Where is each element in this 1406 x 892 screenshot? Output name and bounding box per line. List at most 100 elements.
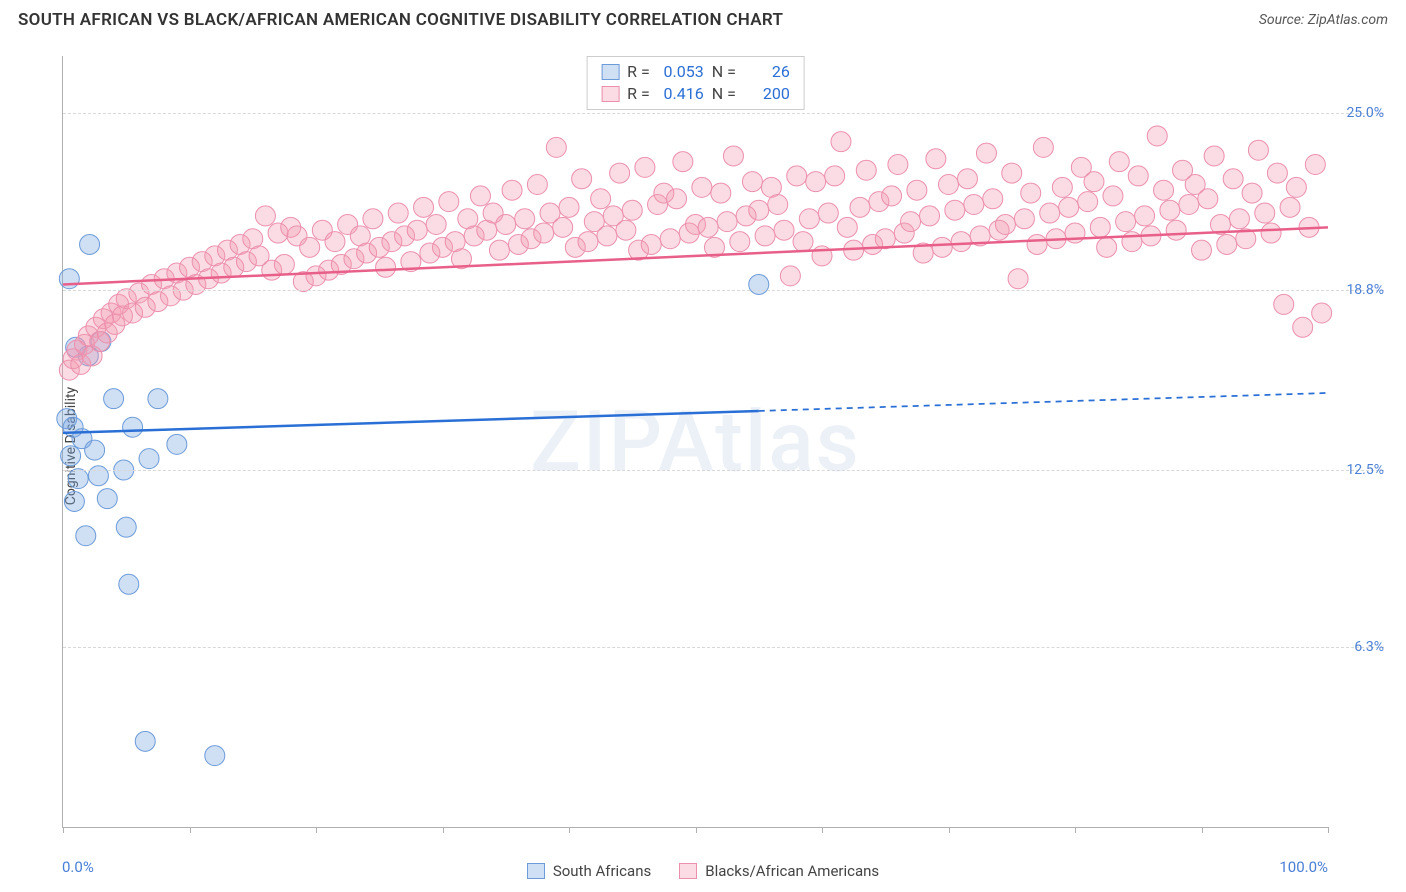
- scatter-point: [901, 212, 921, 232]
- x-tick: [190, 827, 191, 833]
- legend-swatch: [601, 86, 619, 102]
- y-tick-label: 6.3%: [1332, 639, 1384, 655]
- scatter-point: [104, 389, 124, 409]
- scatter-point: [68, 469, 88, 489]
- n-label: N =: [712, 83, 736, 105]
- scatter-point: [1242, 183, 1262, 203]
- scatter-point: [85, 440, 105, 460]
- scatter-point: [939, 175, 959, 195]
- legend-item: South Africans: [527, 862, 651, 880]
- scatter-point: [793, 232, 813, 252]
- scatter-point: [1179, 194, 1199, 214]
- scatter-point: [572, 169, 592, 189]
- scatter-point: [667, 189, 687, 209]
- scatter-point: [1223, 169, 1243, 189]
- scatter-point: [1116, 212, 1136, 232]
- scatter-point: [837, 217, 857, 237]
- chart-header: SOUTH AFRICAN VS BLACK/AFRICAN AMERICAN …: [0, 0, 1406, 36]
- scatter-point: [135, 731, 155, 751]
- scatter-point: [502, 180, 522, 200]
- y-tick-label: 12.5%: [1332, 462, 1384, 478]
- scatter-point: [76, 526, 96, 546]
- scatter-point: [856, 160, 876, 180]
- gridline: [63, 647, 1384, 648]
- scatter-point: [995, 214, 1015, 234]
- scatter-point: [1312, 303, 1332, 323]
- legend-item: Blacks/African Americans: [679, 862, 879, 880]
- scatter-point: [1192, 240, 1212, 260]
- scatter-point: [1229, 209, 1249, 229]
- r-value: 0.053: [658, 61, 704, 83]
- scatter-point: [1255, 203, 1275, 223]
- scatter-svg: [63, 56, 1328, 827]
- x-tick: [1075, 827, 1076, 833]
- x-tick: [316, 827, 317, 833]
- r-label: R =: [627, 83, 650, 105]
- scatter-point: [64, 491, 84, 511]
- legend-swatch: [679, 863, 697, 879]
- scatter-point: [1103, 186, 1123, 206]
- scatter-point: [1027, 234, 1047, 254]
- scatter-point: [1135, 206, 1155, 226]
- scatter-point: [97, 489, 117, 509]
- scatter-point: [1160, 200, 1180, 220]
- scatter-point: [1122, 232, 1142, 252]
- scatter-point: [976, 143, 996, 163]
- gridline: [63, 113, 1384, 114]
- scatter-point: [439, 192, 459, 212]
- scatter-point: [300, 237, 320, 257]
- scatter-point: [1008, 269, 1028, 289]
- gridline: [63, 290, 1384, 291]
- scatter-point: [139, 449, 159, 469]
- scatter-point: [926, 149, 946, 169]
- scatter-point: [932, 237, 952, 257]
- scatter-point: [148, 389, 168, 409]
- scatter-point: [59, 269, 79, 289]
- scatter-point: [730, 232, 750, 252]
- scatter-point: [1217, 234, 1237, 254]
- scatter-point: [799, 209, 819, 229]
- scatter-point: [1286, 177, 1306, 197]
- stats-row: R =0.053N =26: [601, 61, 790, 83]
- scatter-point: [363, 209, 383, 229]
- scatter-point: [88, 466, 108, 486]
- scatter-point: [578, 232, 598, 252]
- scatter-point: [123, 417, 143, 437]
- trend-line: [63, 411, 759, 433]
- scatter-point: [1040, 203, 1060, 223]
- legend-swatch: [527, 863, 545, 879]
- x-tick: [949, 827, 950, 833]
- scatter-point: [1109, 152, 1129, 172]
- scatter-point: [527, 175, 547, 195]
- r-value: 0.416: [658, 83, 704, 105]
- y-tick-label: 25.0%: [1332, 105, 1384, 121]
- y-tick-label: 18.8%: [1332, 282, 1384, 298]
- scatter-point: [983, 189, 1003, 209]
- scatter-point: [61, 446, 81, 466]
- scatter-point: [489, 240, 509, 260]
- x-tick: [1202, 827, 1203, 833]
- scatter-point: [1261, 223, 1281, 243]
- scatter-point: [1204, 146, 1224, 166]
- scatter-point: [414, 197, 434, 217]
- scatter-point: [951, 232, 971, 252]
- scatter-point: [920, 206, 940, 226]
- scatter-point: [1305, 155, 1325, 175]
- scatter-point: [1248, 140, 1268, 160]
- scatter-point: [1147, 126, 1167, 146]
- gridline: [63, 470, 1384, 471]
- scatter-point: [610, 163, 630, 183]
- scatter-point: [325, 232, 345, 252]
- scatter-point: [559, 197, 579, 217]
- scatter-point: [167, 434, 187, 454]
- scatter-point: [711, 183, 731, 203]
- n-value: 200: [744, 83, 790, 105]
- x-tick: [443, 827, 444, 833]
- scatter-point: [692, 177, 712, 197]
- x-tick: [63, 827, 64, 833]
- scatter-point: [1014, 209, 1034, 229]
- scatter-point: [768, 194, 788, 214]
- scatter-point: [825, 166, 845, 186]
- scatter-point: [1166, 220, 1186, 240]
- scatter-point: [1033, 137, 1053, 157]
